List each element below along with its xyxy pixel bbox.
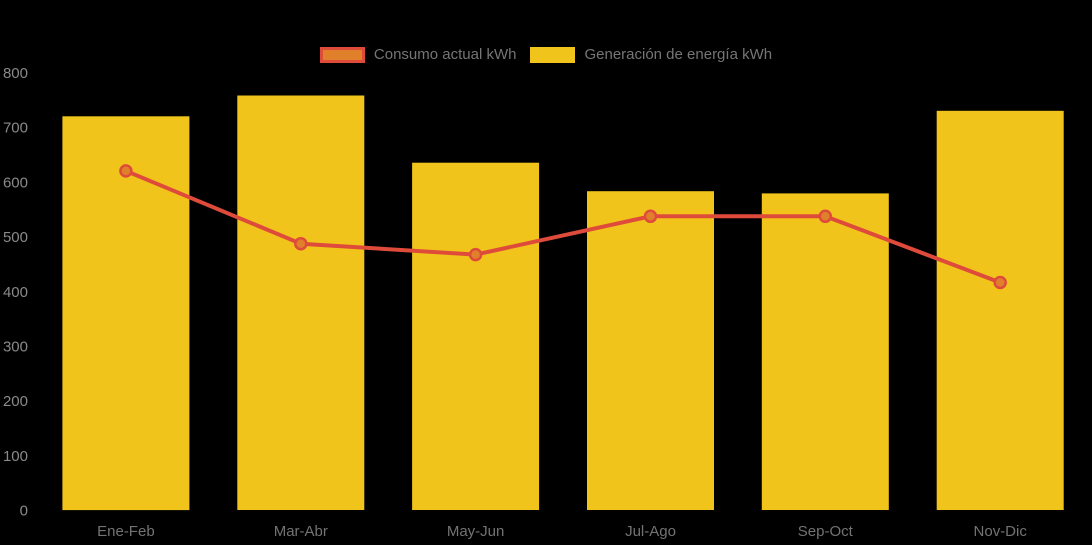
legend-label-generacion-energia: Generación de energía kWh (584, 46, 773, 63)
line-path-consumo (123, 168, 1003, 285)
y-tick-label-400: 400 (3, 284, 28, 301)
y-axis-labels: 0 100 200 300 400 500 600 700 800 (3, 65, 28, 520)
y-tick-label-0: 0 (20, 503, 28, 520)
x-category-label-ene-feb: Ene-Feb (97, 523, 155, 540)
y-tick-label-800: 800 (3, 65, 28, 82)
line-point-mar-abr (294, 236, 308, 251)
line-point-ene-feb (119, 164, 133, 178)
line-point-sep-oct (818, 209, 833, 224)
y-tick-label-700: 700 (3, 120, 28, 137)
x-category-label-may-jun: May-Jun (447, 523, 505, 540)
legend-swatch-line-series-icon (319, 47, 365, 63)
x-category-label-jul-ago: Jul-Ago (625, 523, 676, 540)
bar-jul-ago (587, 191, 714, 510)
bar-series-generacion (62, 95, 1064, 511)
bar-mar-abr (237, 95, 365, 510)
legend-item-generacion-energia[interactable]: Generación de energía kWh (530, 46, 772, 64)
x-axis-labels: Ene-Feb Mar-Abr May-Jun Jul-Ago Sep-Oct Nov-D… (97, 523, 1027, 540)
x-category-label-sep-oct: Sep-Oct (798, 523, 854, 540)
y-tick-label-600: 600 (3, 174, 28, 191)
line-point-may-jun (468, 247, 483, 262)
y-tick-label-300: 300 (3, 338, 28, 355)
x-category-label-nov-dic: Nov-Dic (974, 523, 1028, 540)
y-tick-label-100: 100 (3, 448, 28, 465)
x-category-label-mar-abr: Mar-Abr (274, 523, 328, 540)
chart-legend: Consumo actual kWh Generación de energía… (0, 46, 1092, 64)
legend-swatch-bar-series-icon (530, 47, 576, 63)
legend-item-consumo-actual[interactable]: Consumo actual kWh (319, 46, 517, 64)
y-tick-label-200: 200 (3, 393, 28, 410)
bar-nov-dic (936, 110, 1064, 511)
y-tick-label-500: 500 (3, 229, 28, 246)
bar-may-jun (412, 162, 540, 510)
line-series-consumo (119, 164, 1007, 290)
line-point-nov-dic (993, 275, 1007, 290)
bar-sep-oct (761, 193, 889, 510)
legend-label-consumo-actual: Consumo actual kWh (373, 46, 517, 63)
line-point-jul-ago (643, 209, 658, 224)
bar-ene-feb (62, 116, 190, 511)
